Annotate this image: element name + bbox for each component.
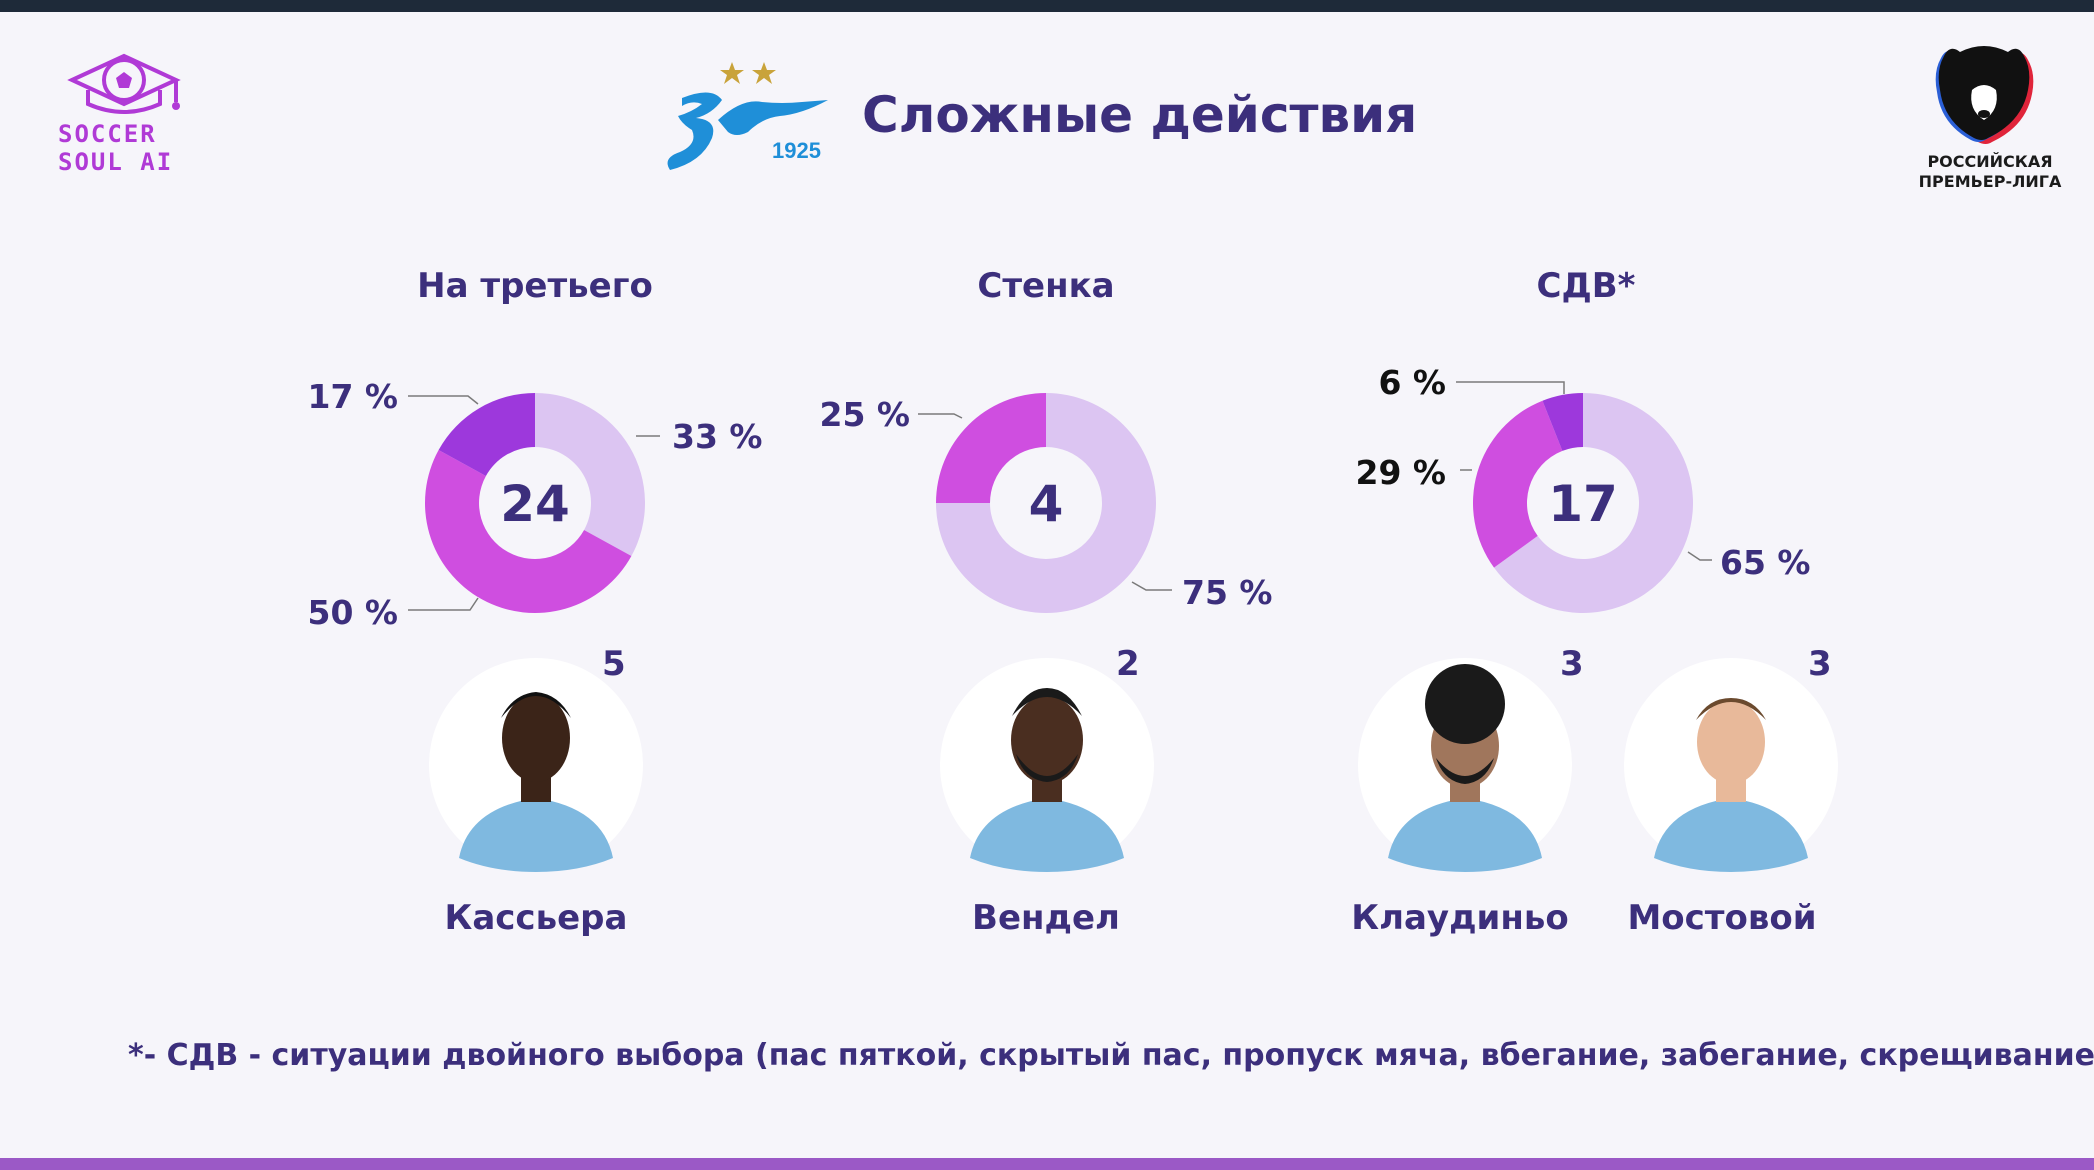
donut-1-label-0: 75 % xyxy=(1182,573,1272,612)
donut-2-leader-0 xyxy=(1687,551,1712,561)
donut-1-slice-1 xyxy=(936,393,1046,503)
soccer-soul-line2: SOUL AI xyxy=(58,148,174,176)
player-count-klaudinyo: 3 xyxy=(1560,644,1584,684)
player-photo-vendel xyxy=(940,658,1154,872)
donut-1-label-1: 25 % xyxy=(820,395,910,434)
donut-2-label-1: 29 % xyxy=(1356,453,1446,492)
chart-title-sdv: СДВ* xyxy=(1536,266,1636,306)
soccer-soul-wordmark: SOCCER SOUL AI xyxy=(58,120,173,176)
donut-0-label-0: 33 % xyxy=(672,417,762,456)
donut-0-slice-2 xyxy=(438,393,535,477)
zenit-logo: 1925 xyxy=(667,62,828,170)
donut-1-leader-0 xyxy=(1131,581,1172,591)
player-photo-klaudinyo xyxy=(1358,658,1572,872)
donut-0-leader-2 xyxy=(408,395,479,405)
donut-2-label-2: 6 % xyxy=(1378,363,1446,402)
donut-2-label-0: 65 % xyxy=(1720,543,1810,582)
donut-2-leader-2 xyxy=(1456,381,1565,394)
donut-0-label-2: 17 % xyxy=(308,377,398,416)
player-count-vendel: 2 xyxy=(1116,644,1140,684)
chart-title-na-tretego: На третьего xyxy=(417,266,653,306)
soccer-soul-logo xyxy=(67,53,181,114)
rpl-line2: ПРЕМЬЕР-ЛИГА xyxy=(1918,172,2062,191)
footnote: *- СДВ - ситуации двойного выбора (пас п… xyxy=(128,1038,2094,1073)
donut-2-slice-1 xyxy=(1472,400,1563,568)
donut-1-leader-1 xyxy=(918,413,963,419)
donut-2-slice-2 xyxy=(1542,393,1583,451)
donut-1-slice-0 xyxy=(936,393,1156,613)
donut-0-total: 24 xyxy=(500,475,570,533)
player-name-kassera: Кассьера xyxy=(444,898,628,938)
zenit-year: 1925 xyxy=(772,138,821,163)
page-title: Сложные действия xyxy=(862,86,1418,144)
donut-2-total: 17 xyxy=(1548,475,1618,533)
player-photo-mostovoy xyxy=(1624,658,1838,872)
player-count-kassera: 5 xyxy=(602,644,626,684)
rpl-line1: РОССИЙСКАЯ xyxy=(1927,152,2053,171)
top-bar xyxy=(0,0,2094,12)
player-count-mostovoy: 3 xyxy=(1808,644,1832,684)
rpl-wordmark: РОССИЙСКАЯ ПРЕМЬЕР-ЛИГА xyxy=(1900,152,2080,192)
chart-title-stenka: Стенка xyxy=(977,266,1115,306)
player-name-vendel: Вендел xyxy=(972,898,1120,938)
donut-0-leader-1 xyxy=(408,597,479,611)
soccer-soul-line1: SOCCER xyxy=(58,120,157,148)
player-name-mostovoy: Мостовой xyxy=(1627,898,1817,938)
donut-2-slice-0 xyxy=(1494,393,1694,614)
donut-1-total: 4 xyxy=(1029,475,1064,533)
player-name-klaudinyo: Клаудиньо xyxy=(1351,898,1569,938)
donut-0-slice-1 xyxy=(424,450,632,613)
bottom-bar xyxy=(0,1158,2094,1170)
player-photo-kassera xyxy=(429,658,643,872)
rpl-logo xyxy=(1935,46,2034,144)
donut-0-slice-0 xyxy=(535,393,645,556)
donut-0-label-1: 50 % xyxy=(308,593,398,632)
